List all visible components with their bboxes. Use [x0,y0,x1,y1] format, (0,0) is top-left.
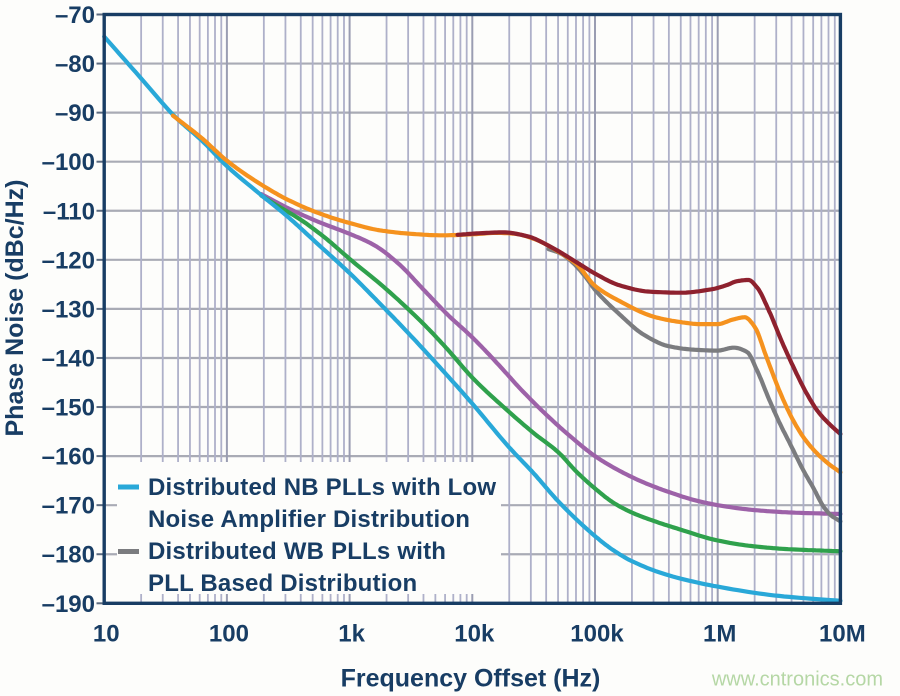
svg-text:10k: 10k [454,621,495,648]
svg-text:–160: –160 [42,444,95,471]
svg-text:10: 10 [93,621,120,648]
svg-text:–90: –90 [55,100,95,127]
svg-text:–80: –80 [55,51,95,78]
svg-text:–70: –70 [55,2,95,29]
svg-text:–180: –180 [42,542,95,569]
svg-text:–130: –130 [42,296,95,323]
svg-text:www.cntronics.com: www.cntronics.com [711,669,883,691]
svg-text:1k: 1k [338,621,365,648]
svg-text:PLL Based Distribution: PLL Based Distribution [148,570,417,597]
svg-text:–150: –150 [42,395,95,422]
svg-text:1M: 1M [703,621,736,648]
svg-text:Distributed NB PLLs with Low: Distributed NB PLLs with Low [148,474,496,501]
svg-text:–120: –120 [42,247,95,274]
svg-text:–190: –190 [42,591,95,618]
svg-text:100k: 100k [570,621,624,648]
svg-text:Distributed WB PLLs with: Distributed WB PLLs with [148,538,446,565]
svg-text:–140: –140 [42,345,95,372]
svg-text:100: 100 [209,621,249,648]
svg-text:Frequency Offset (Hz): Frequency Offset (Hz) [341,665,601,693]
svg-text:10M: 10M [819,621,866,648]
svg-text:–110: –110 [43,198,95,225]
svg-text:Phase Noise (dBc/Hz): Phase Noise (dBc/Hz) [1,179,29,436]
svg-text:–100: –100 [42,149,95,176]
svg-text:Noise Amplifier Distribution: Noise Amplifier Distribution [148,506,470,533]
svg-text:–170: –170 [42,493,95,520]
